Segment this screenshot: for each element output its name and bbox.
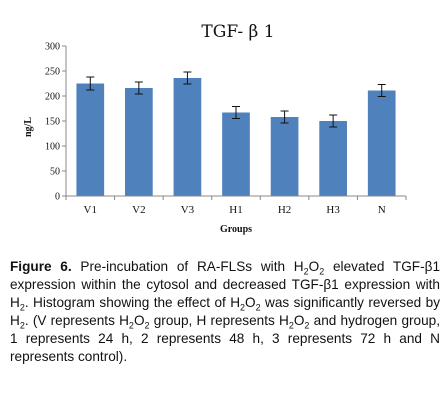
caption-segment: O xyxy=(133,313,145,328)
y-axis-label: ng/L xyxy=(23,117,34,137)
chart-title: TGF- β 1 xyxy=(201,22,274,42)
bars xyxy=(76,71,396,196)
caption-subscript: 2 xyxy=(303,266,309,277)
caption-segment: O xyxy=(308,259,320,274)
caption-subscript: 2 xyxy=(255,302,261,313)
caption-segment: was significantly reversed by H xyxy=(10,295,440,328)
bar-chart: TGF- β 1 0 50 100 150 200 250 300 V1 V2 V3 H1 H2 H3… xyxy=(23,22,407,235)
figure-caption: Figure 6. Pre-incubation of RA-FLSs with… xyxy=(10,258,440,366)
caption-segment: and hydrogen group, 1 represents 24 h, 2… xyxy=(10,313,440,364)
caption-segment: group, H represents H xyxy=(149,313,289,328)
y-tick-label: 150 xyxy=(45,117,60,128)
y-axis: 0 50 100 150 200 250 300 xyxy=(45,42,67,203)
y-tick-label: 0 xyxy=(55,192,60,203)
bar xyxy=(319,121,347,196)
caption-segment: Pre-incubation of RA-FLSs with H xyxy=(71,259,304,274)
caption-subscript: 2 xyxy=(240,302,246,313)
caption-segment: O xyxy=(293,313,305,328)
x-axis: V1 V2 V3 H1 H2 H3 N xyxy=(65,195,407,216)
caption-segment: . Histogram showing the effect of H xyxy=(24,295,241,310)
bar xyxy=(367,90,396,196)
caption-subscript: 2 xyxy=(304,320,310,331)
bar xyxy=(125,88,153,196)
y-tick-label: 100 xyxy=(45,142,60,153)
y-tick-label: 250 xyxy=(45,67,60,78)
caption-subscript: 2 xyxy=(128,320,134,331)
x-tick-label: H1 xyxy=(229,204,242,216)
x-axis-label: Groups xyxy=(220,224,252,235)
y-tick-label: 50 xyxy=(50,167,60,178)
bar xyxy=(173,78,202,196)
caption-subscript: 2 xyxy=(19,302,25,313)
x-tick-label: N xyxy=(378,204,386,216)
x-tick-label: H2 xyxy=(278,204,291,216)
x-tick-label: V1 xyxy=(84,204,97,216)
bar xyxy=(76,83,105,196)
caption-segment: elevated TGF-β1 expression within the cy… xyxy=(10,259,441,310)
caption-subscript: 2 xyxy=(144,320,150,331)
x-tick-label: V2 xyxy=(132,204,145,216)
figure-label: Figure 6. xyxy=(10,259,72,274)
x-tick-label: H3 xyxy=(326,204,340,216)
bar xyxy=(222,112,250,196)
caption-segment: O xyxy=(245,295,256,310)
caption-subscript: 2 xyxy=(319,266,325,277)
caption-subscript: 2 xyxy=(288,320,294,331)
y-tick-label: 200 xyxy=(45,92,60,103)
y-tick-label: 300 xyxy=(45,42,60,53)
caption-subscript: 2 xyxy=(19,320,25,331)
caption-text: Pre-incubation of RA-FLSs with H2O2 elev… xyxy=(10,259,440,364)
bar xyxy=(270,117,299,196)
x-tick-label: V3 xyxy=(181,204,195,216)
caption-segment: . (V represents H xyxy=(24,313,129,328)
